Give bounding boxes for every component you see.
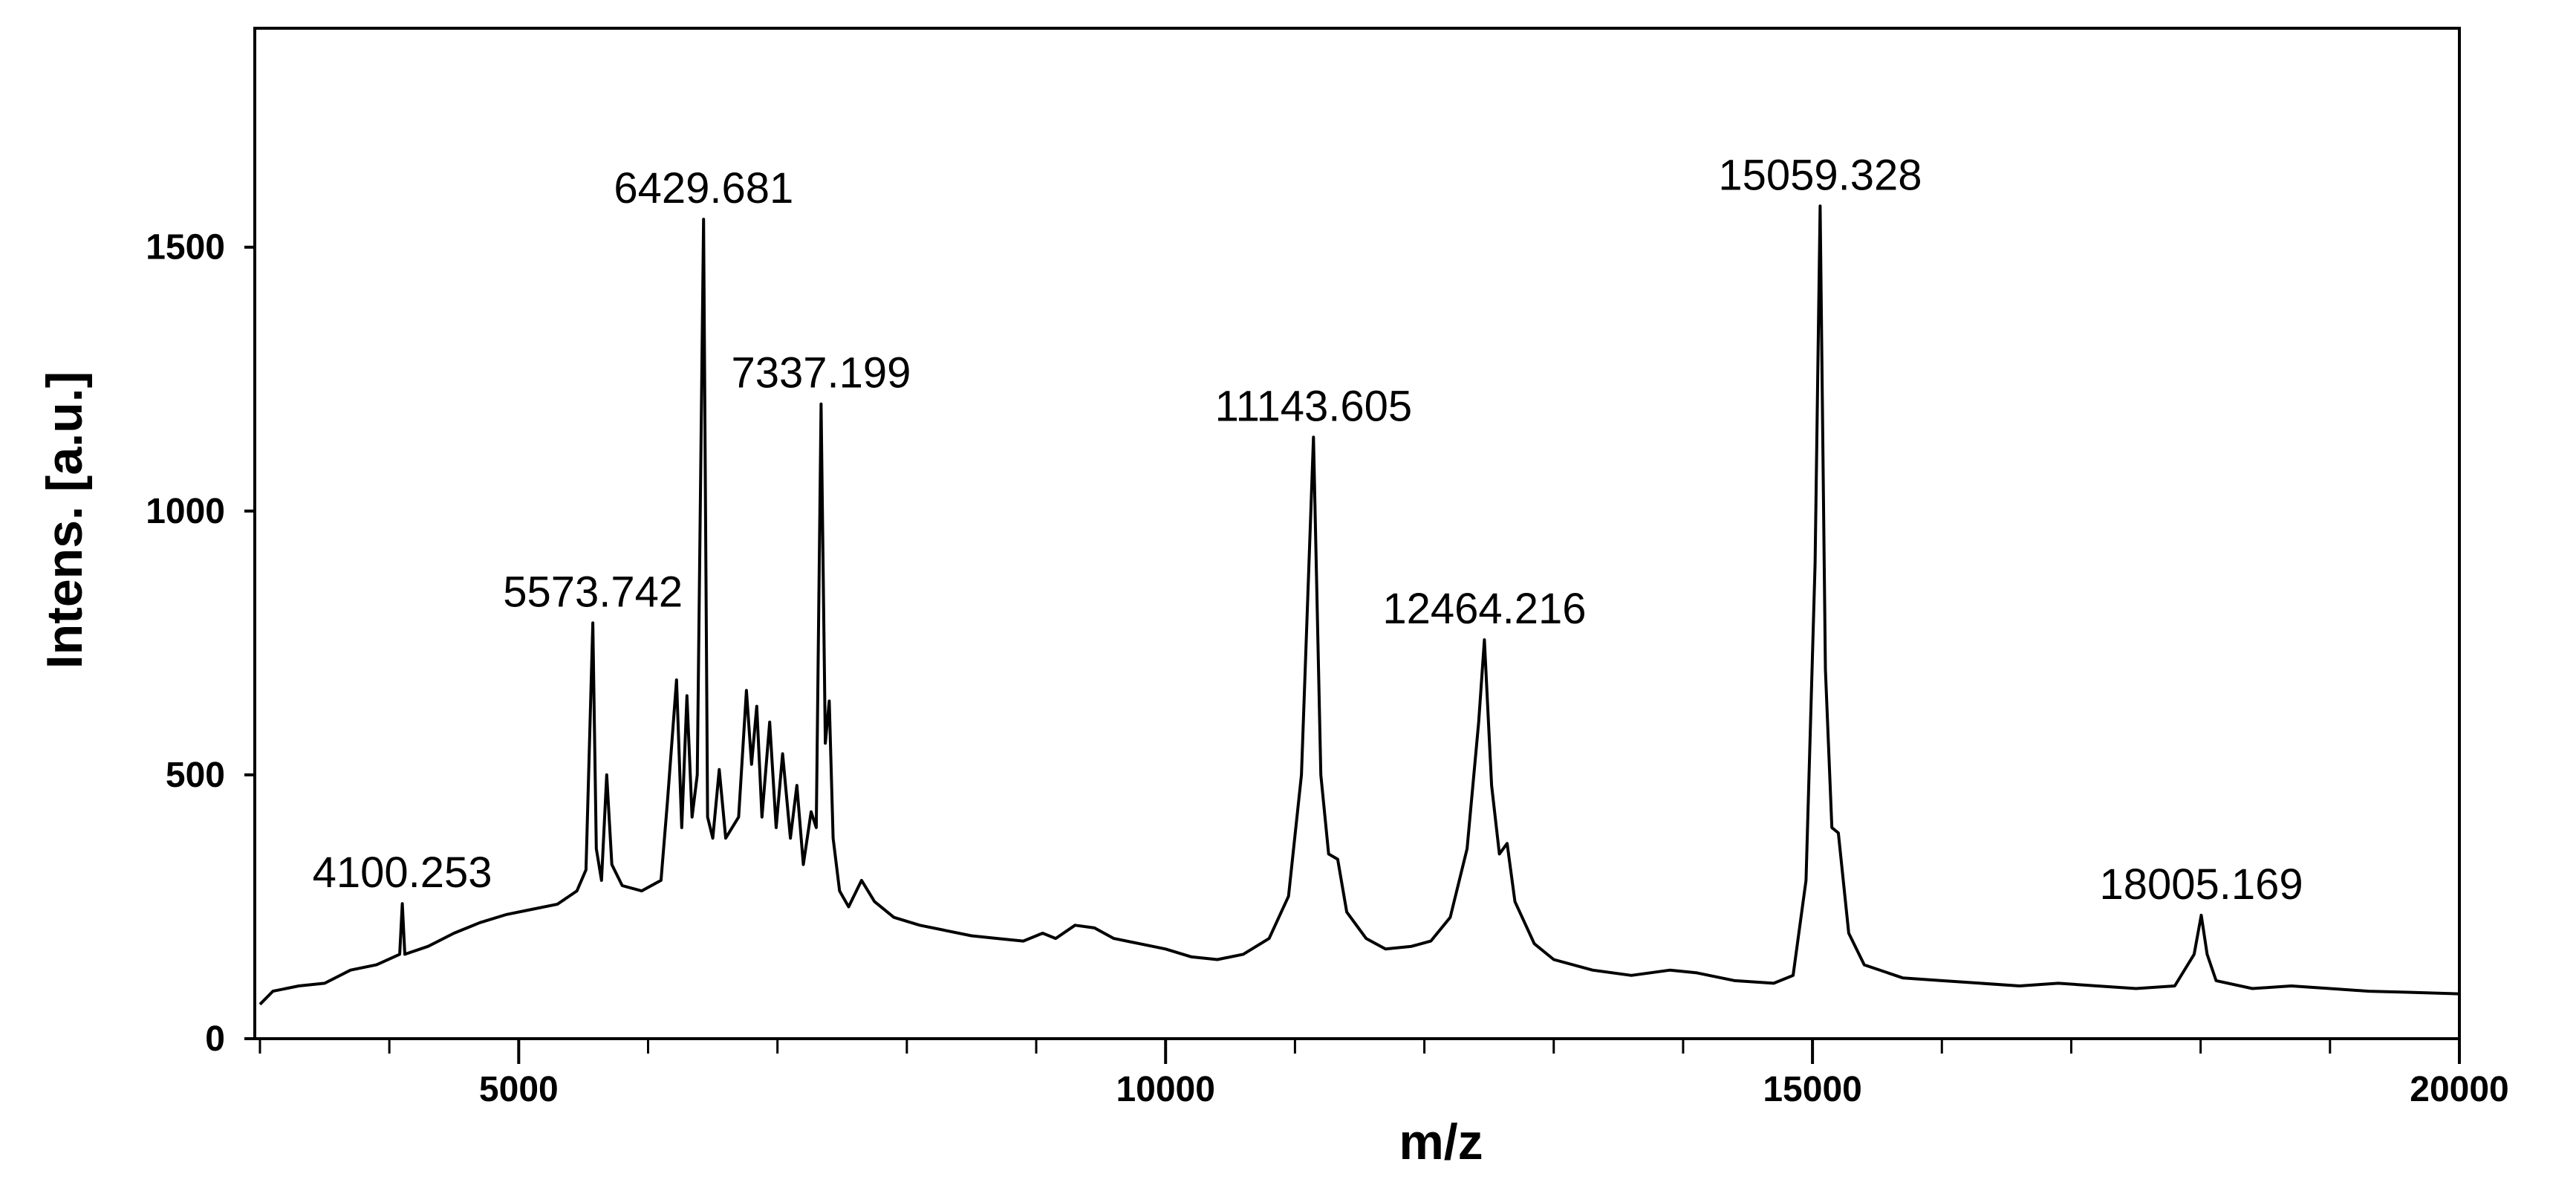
peak-label: 11143.605 (1215, 382, 1413, 430)
x-tick-label: 10000 (1116, 1070, 1214, 1109)
y-tick-label: 1000 (146, 492, 225, 531)
x-axis-label: m/z (1399, 1114, 1483, 1170)
peak-label: 18005.169 (2099, 860, 2303, 909)
peak-label: 4100.253 (313, 848, 492, 897)
peak-label: 5573.742 (503, 568, 683, 616)
plot-frame (253, 27, 2461, 1040)
y-tick-label: 500 (166, 756, 225, 795)
y-axis-label: Intens. [a.u.] (36, 371, 93, 669)
x-tick-label: 15000 (1763, 1070, 1861, 1109)
x-tick-label: 20000 (2410, 1070, 2508, 1109)
spectrum-line (258, 204, 2460, 1006)
y-tick-label: 1500 (146, 228, 225, 267)
peak-label: 12464.216 (1382, 585, 1586, 633)
peak-label: 15059.328 (1718, 151, 1922, 199)
peak-label: 6429.681 (614, 164, 793, 212)
y-tick-label: 0 (205, 1019, 225, 1059)
x-tick-label: 5000 (479, 1070, 559, 1109)
peak-label: 7337.199 (731, 349, 911, 397)
